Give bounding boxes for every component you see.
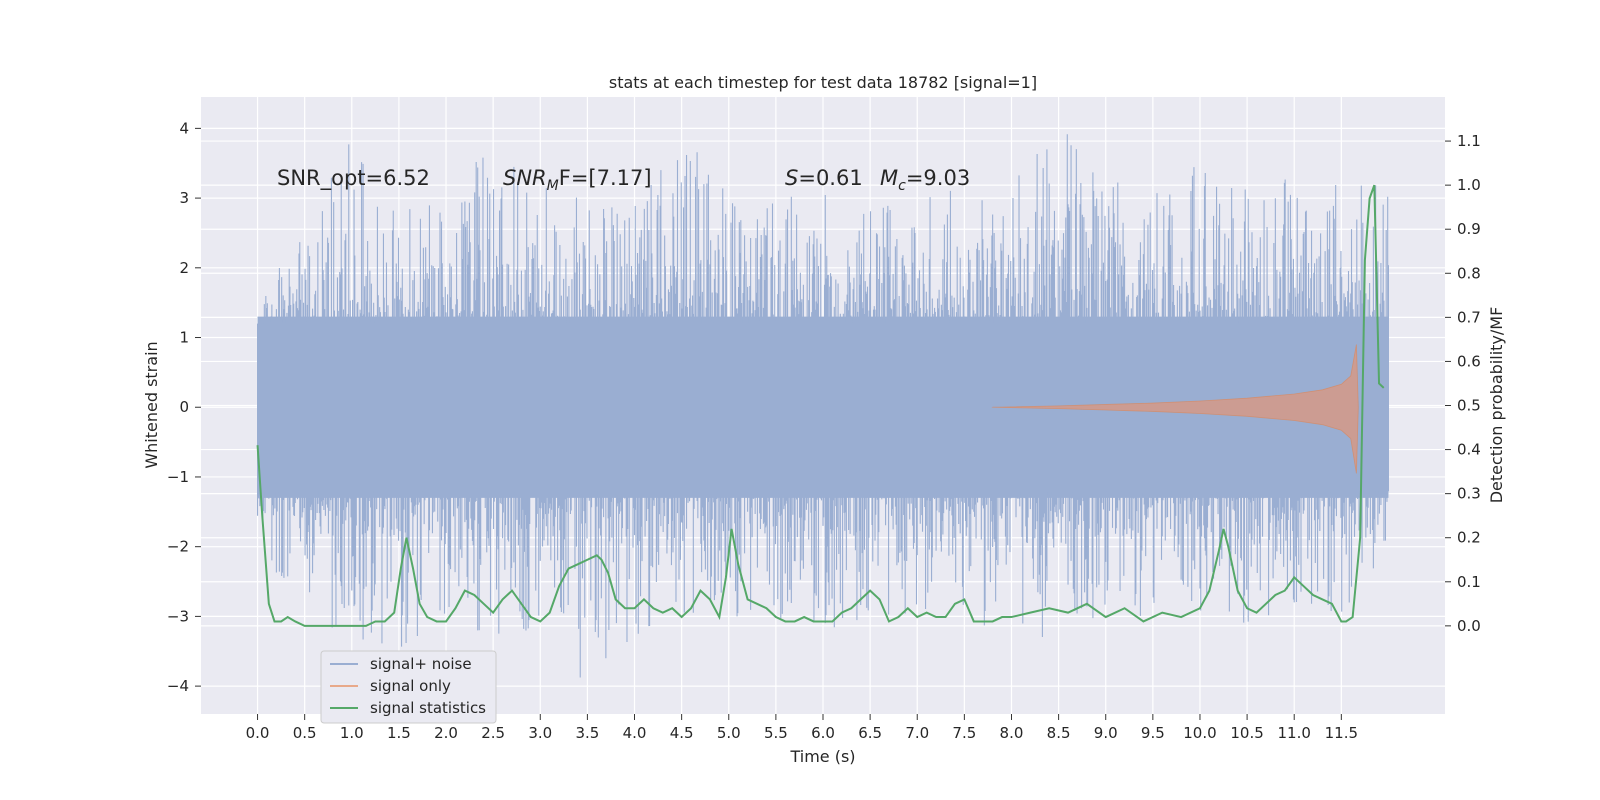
y-left-tick-label: −2	[167, 538, 189, 556]
x-tick-label: 6.0	[811, 724, 835, 742]
x-axis-label: Time (s)	[789, 747, 855, 766]
legend-label-signal-noise: signal+ noise	[370, 655, 472, 673]
x-tick-label: 2.0	[434, 724, 458, 742]
x-tick-label: 11.5	[1325, 724, 1358, 742]
series-signal-statistics	[256, 184, 1385, 627]
x-tick-label: 5.5	[764, 724, 788, 742]
snr-mf-subscript: M	[547, 178, 559, 194]
x-tick-label: 4.5	[670, 724, 694, 742]
annotation-s: S=0.61	[785, 166, 863, 190]
x-tick-label: 5.0	[717, 724, 741, 742]
x-tick-label: 1.0	[340, 724, 364, 742]
y-axis-label-right: Detection probability/MF	[1487, 307, 1506, 504]
y-right-tick-label: 0.4	[1457, 441, 1481, 459]
x-tick-label: 3.0	[528, 724, 552, 742]
annotation-snr-mf: SNRMF=[7.17]	[503, 166, 652, 194]
x-tick-label: 4.0	[623, 724, 647, 742]
y-left-tick-label: −4	[167, 677, 189, 695]
y-left-tick-label: 1	[179, 329, 189, 347]
x-tick-label: 10.0	[1183, 724, 1216, 742]
legend-label-signal-only: signal only	[370, 677, 451, 695]
y-right-tick-label: 0.2	[1457, 529, 1481, 547]
legend: signal+ noise signal only signal statist…	[320, 650, 497, 724]
x-tick-label: 3.5	[575, 724, 599, 742]
annotation-snr-opt: SNR_opt=6.52	[277, 166, 430, 191]
x-tick-label: 0.5	[293, 724, 317, 742]
axes: 0.0 0.5 1.0 1.5 2.0 2.5 3.0 3.5 4.0 4.5 5.0 5.5 6.0 6…	[167, 119, 1481, 742]
x-tick-label: 1.5	[387, 724, 411, 742]
y-right-tick-label: 0.3	[1457, 485, 1481, 503]
snr-mf-symbol: SNR	[503, 166, 547, 190]
x-tick-label: 8.0	[1000, 724, 1024, 742]
s-symbol: S	[785, 166, 798, 190]
y-right-tick-label: 0.1	[1457, 573, 1481, 591]
series-signal-only	[991, 344, 1359, 474]
y-left-tick-label: −1	[167, 468, 189, 486]
y-left-tick-label: 4	[179, 119, 189, 137]
y-right-tick-label: 0.7	[1457, 308, 1481, 326]
y-left-tick-label: 3	[179, 189, 189, 207]
mc-subscript: c	[898, 178, 906, 194]
series-layer	[256, 134, 1389, 678]
mc-value: =9.03	[906, 166, 970, 190]
chart-title: stats at each timestep for test data 187…	[609, 73, 1037, 92]
legend-box	[320, 650, 497, 724]
x-tick-label: 10.5	[1230, 724, 1263, 742]
y-axis-label-left: Whitened strain	[142, 341, 161, 468]
annotation-mc: Mc=9.03	[880, 166, 970, 194]
y-left-tick-label: −3	[167, 607, 189, 625]
x-tick-label: 0.0	[246, 724, 270, 742]
x-tick-label: 6.5	[858, 724, 882, 742]
x-tick-label: 8.5	[1047, 724, 1071, 742]
x-tick-label: 11.0	[1278, 724, 1311, 742]
y-right-tick-label: 0.0	[1457, 617, 1481, 635]
x-tick-label: 9.5	[1141, 724, 1165, 742]
y-right-tick-label: 1.0	[1457, 176, 1481, 194]
mc-symbol: M	[880, 166, 898, 190]
s-value: =0.61	[798, 166, 862, 190]
y-right-tick-label: 0.8	[1457, 264, 1481, 282]
y-right-tick-label: 1.1	[1457, 132, 1481, 150]
y-left-tick-label: 2	[179, 259, 189, 277]
legend-label-signal-statistics: signal statistics	[370, 699, 486, 717]
y-right-tick-label: 0.6	[1457, 352, 1481, 370]
x-tick-label: 2.5	[481, 724, 505, 742]
snr-mf-value: F=[7.17]	[559, 166, 652, 190]
x-tick-label: 7.0	[905, 724, 929, 742]
y-right-tick-label: 0.5	[1457, 397, 1481, 415]
y-right-tick-label: 0.9	[1457, 220, 1481, 238]
y-left-tick-label: 0	[179, 398, 189, 416]
x-tick-label: 9.0	[1094, 724, 1118, 742]
x-tick-label: 7.5	[952, 724, 976, 742]
